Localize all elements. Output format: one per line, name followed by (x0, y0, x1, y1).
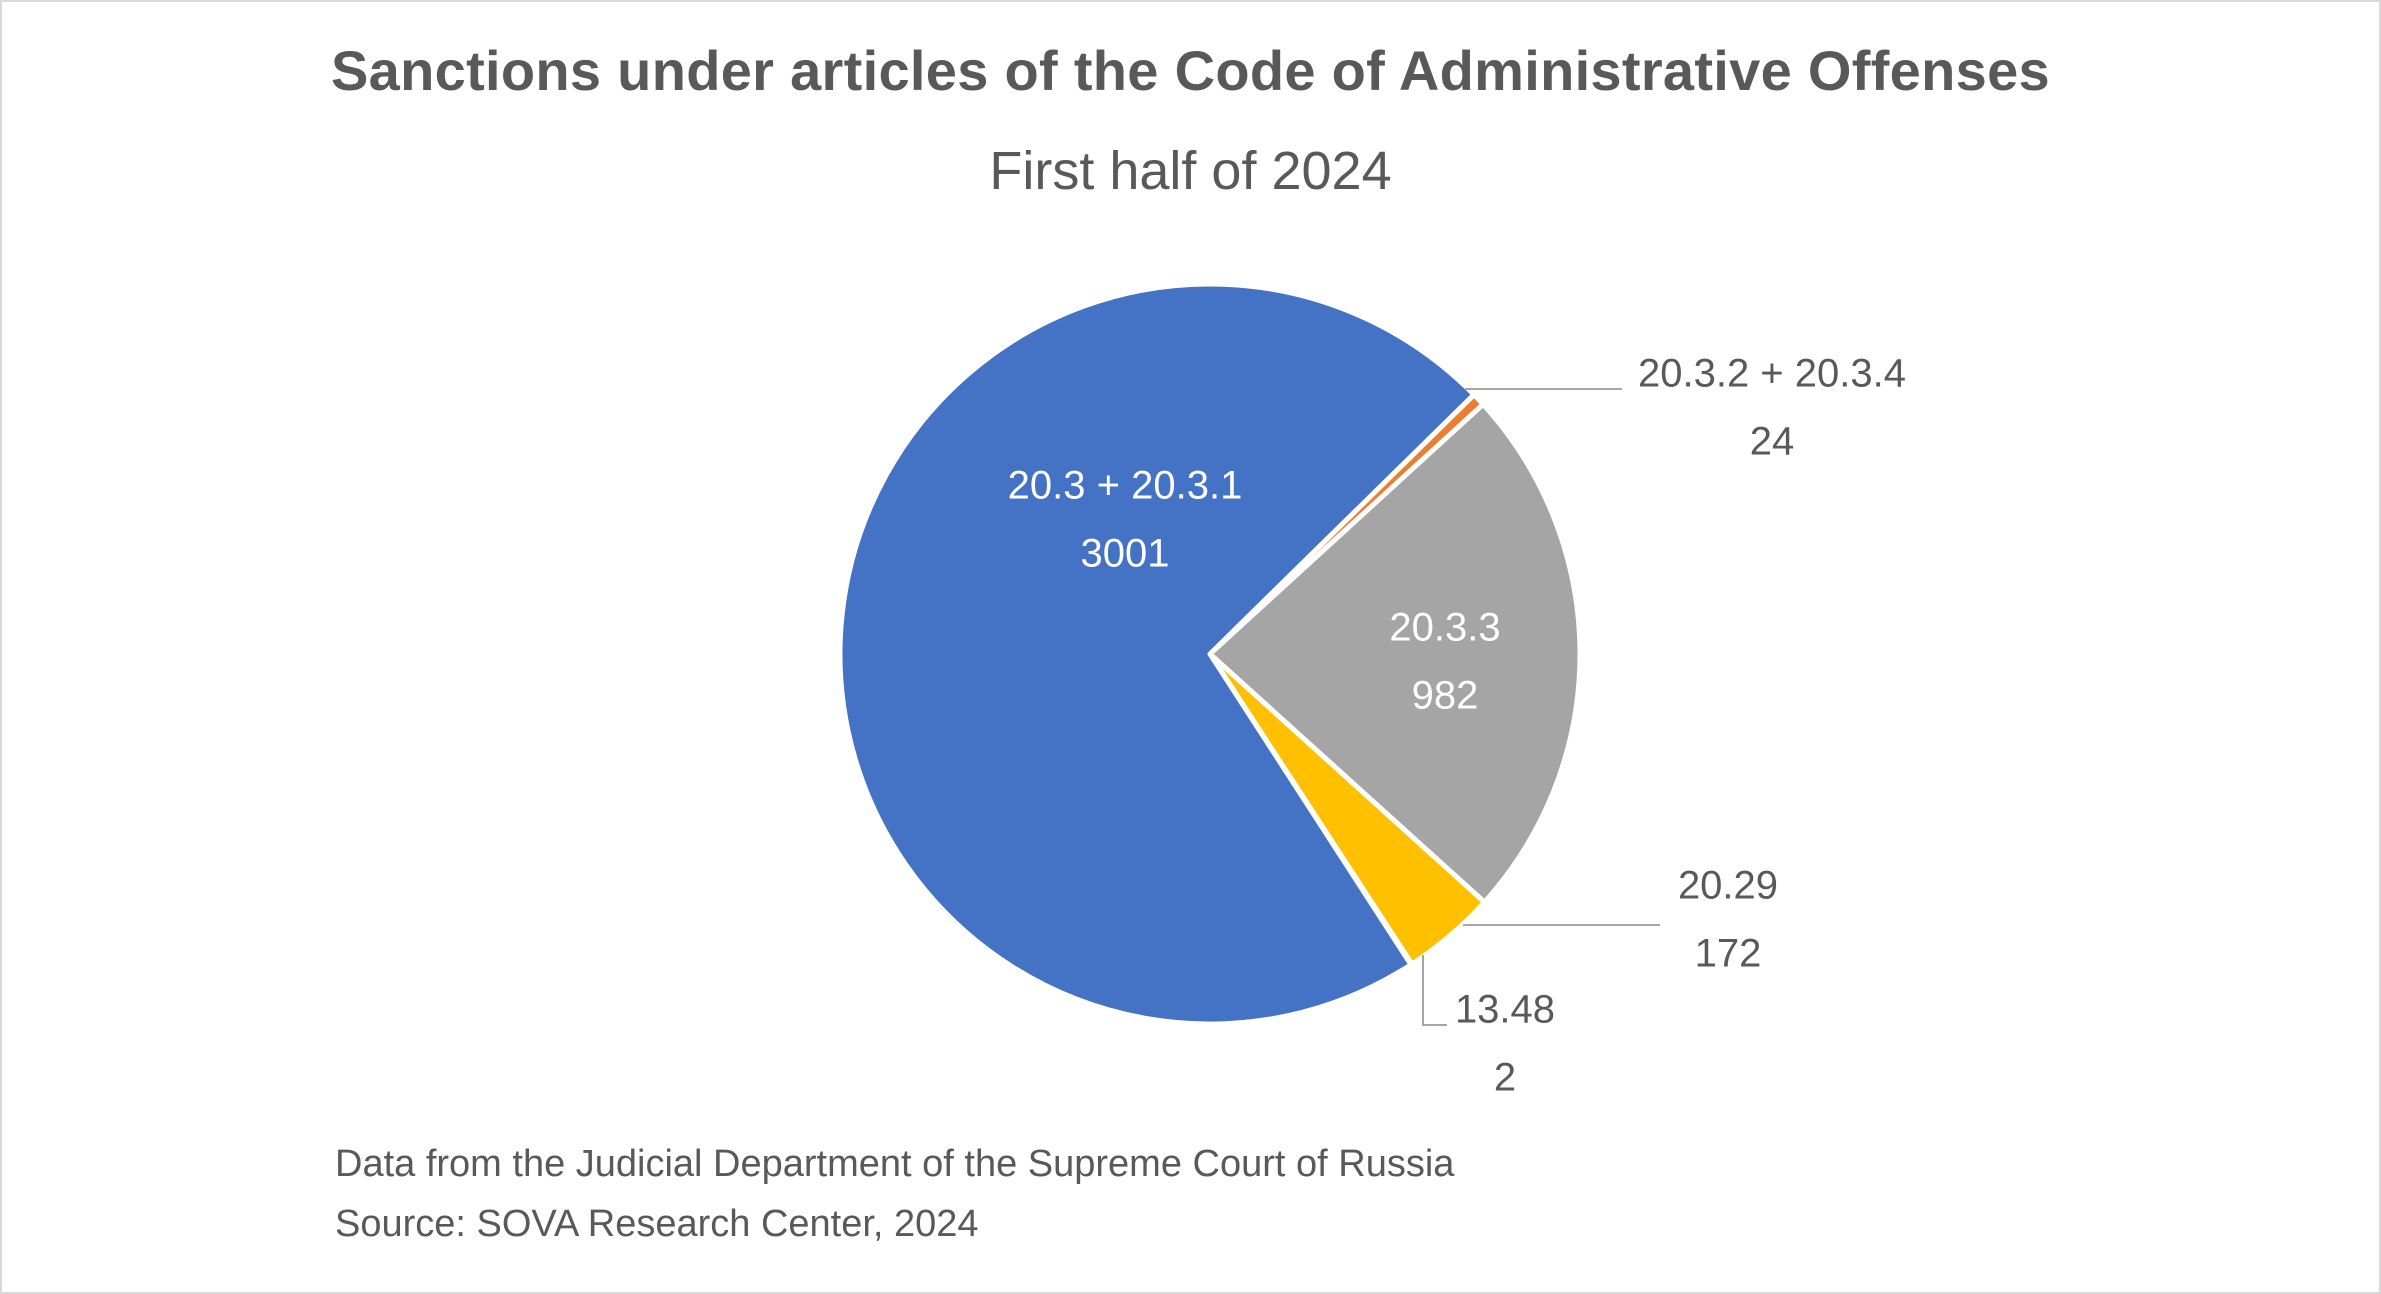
slice-label-20-3-2-20-3-4: 20.3.2 + 20.3.4 (1638, 352, 1906, 396)
leader-lines (1422, 388, 1660, 1026)
data-labels: 20.3.2 + 20.3.4 24 20.3.3 982 20.29 172 13.48 2… (1008, 352, 1906, 1100)
slice-value-20-29: 172 (1695, 932, 1762, 976)
slice-value-13-48: 2 (1494, 1056, 1516, 1100)
leader-line-13-48 (1422, 955, 1447, 1026)
slice-value-20-3-3: 982 (1412, 674, 1479, 718)
slice-value-20-3-2-20-3-4: 24 (1750, 420, 1795, 464)
slice-label-13-48: 13.48 (1455, 988, 1555, 1032)
footer-source: Source: SOVA Research Center, 2024 (335, 1203, 979, 1245)
footer-note: Data from the Judicial Department of the… (335, 1143, 1455, 1185)
slice-label-20-3-3: 20.3.3 (1389, 606, 1500, 650)
slice-label-20-29: 20.29 (1678, 864, 1778, 908)
slice-label-20-3-20-3-1: 20.3 + 20.3.1 (1008, 464, 1243, 508)
pie-slice-20-3-20-3-1 (837, 281, 1477, 1027)
slice-value-20-3-20-3-1: 3001 (1081, 532, 1170, 576)
pie-slices (837, 281, 1583, 1027)
chart-subtitle: First half of 2024 (989, 141, 1392, 201)
pie-slice-20-3-3 (1207, 401, 1583, 905)
chart-title: Sanctions under articles of the Code of … (331, 39, 2050, 102)
